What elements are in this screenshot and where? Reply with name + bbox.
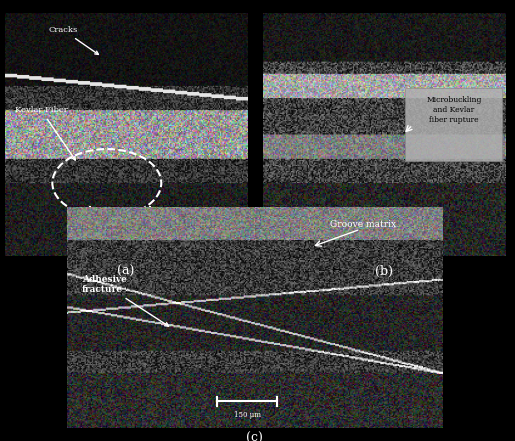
Text: (c): (c) — [247, 432, 263, 441]
Text: Kevlar Fiber: Kevlar Fiber — [15, 106, 75, 160]
Text: Groove matrix: Groove matrix — [330, 220, 396, 229]
Text: (a): (a) — [117, 265, 135, 278]
Text: Cracks: Cracks — [49, 26, 98, 54]
Text: Adhesive
fracture: Adhesive fracture — [82, 275, 168, 326]
FancyBboxPatch shape — [405, 88, 502, 161]
Text: (b): (b) — [375, 265, 392, 278]
Text: 1300 μm: 1300 μm — [105, 225, 136, 233]
Text: 1100 μm: 1100 μm — [366, 237, 397, 245]
Text: 150 μm: 150 μm — [234, 411, 261, 419]
Text: Microbuckling
and Kevlar
fiber rupture: Microbuckling and Kevlar fiber rupture — [426, 97, 482, 124]
